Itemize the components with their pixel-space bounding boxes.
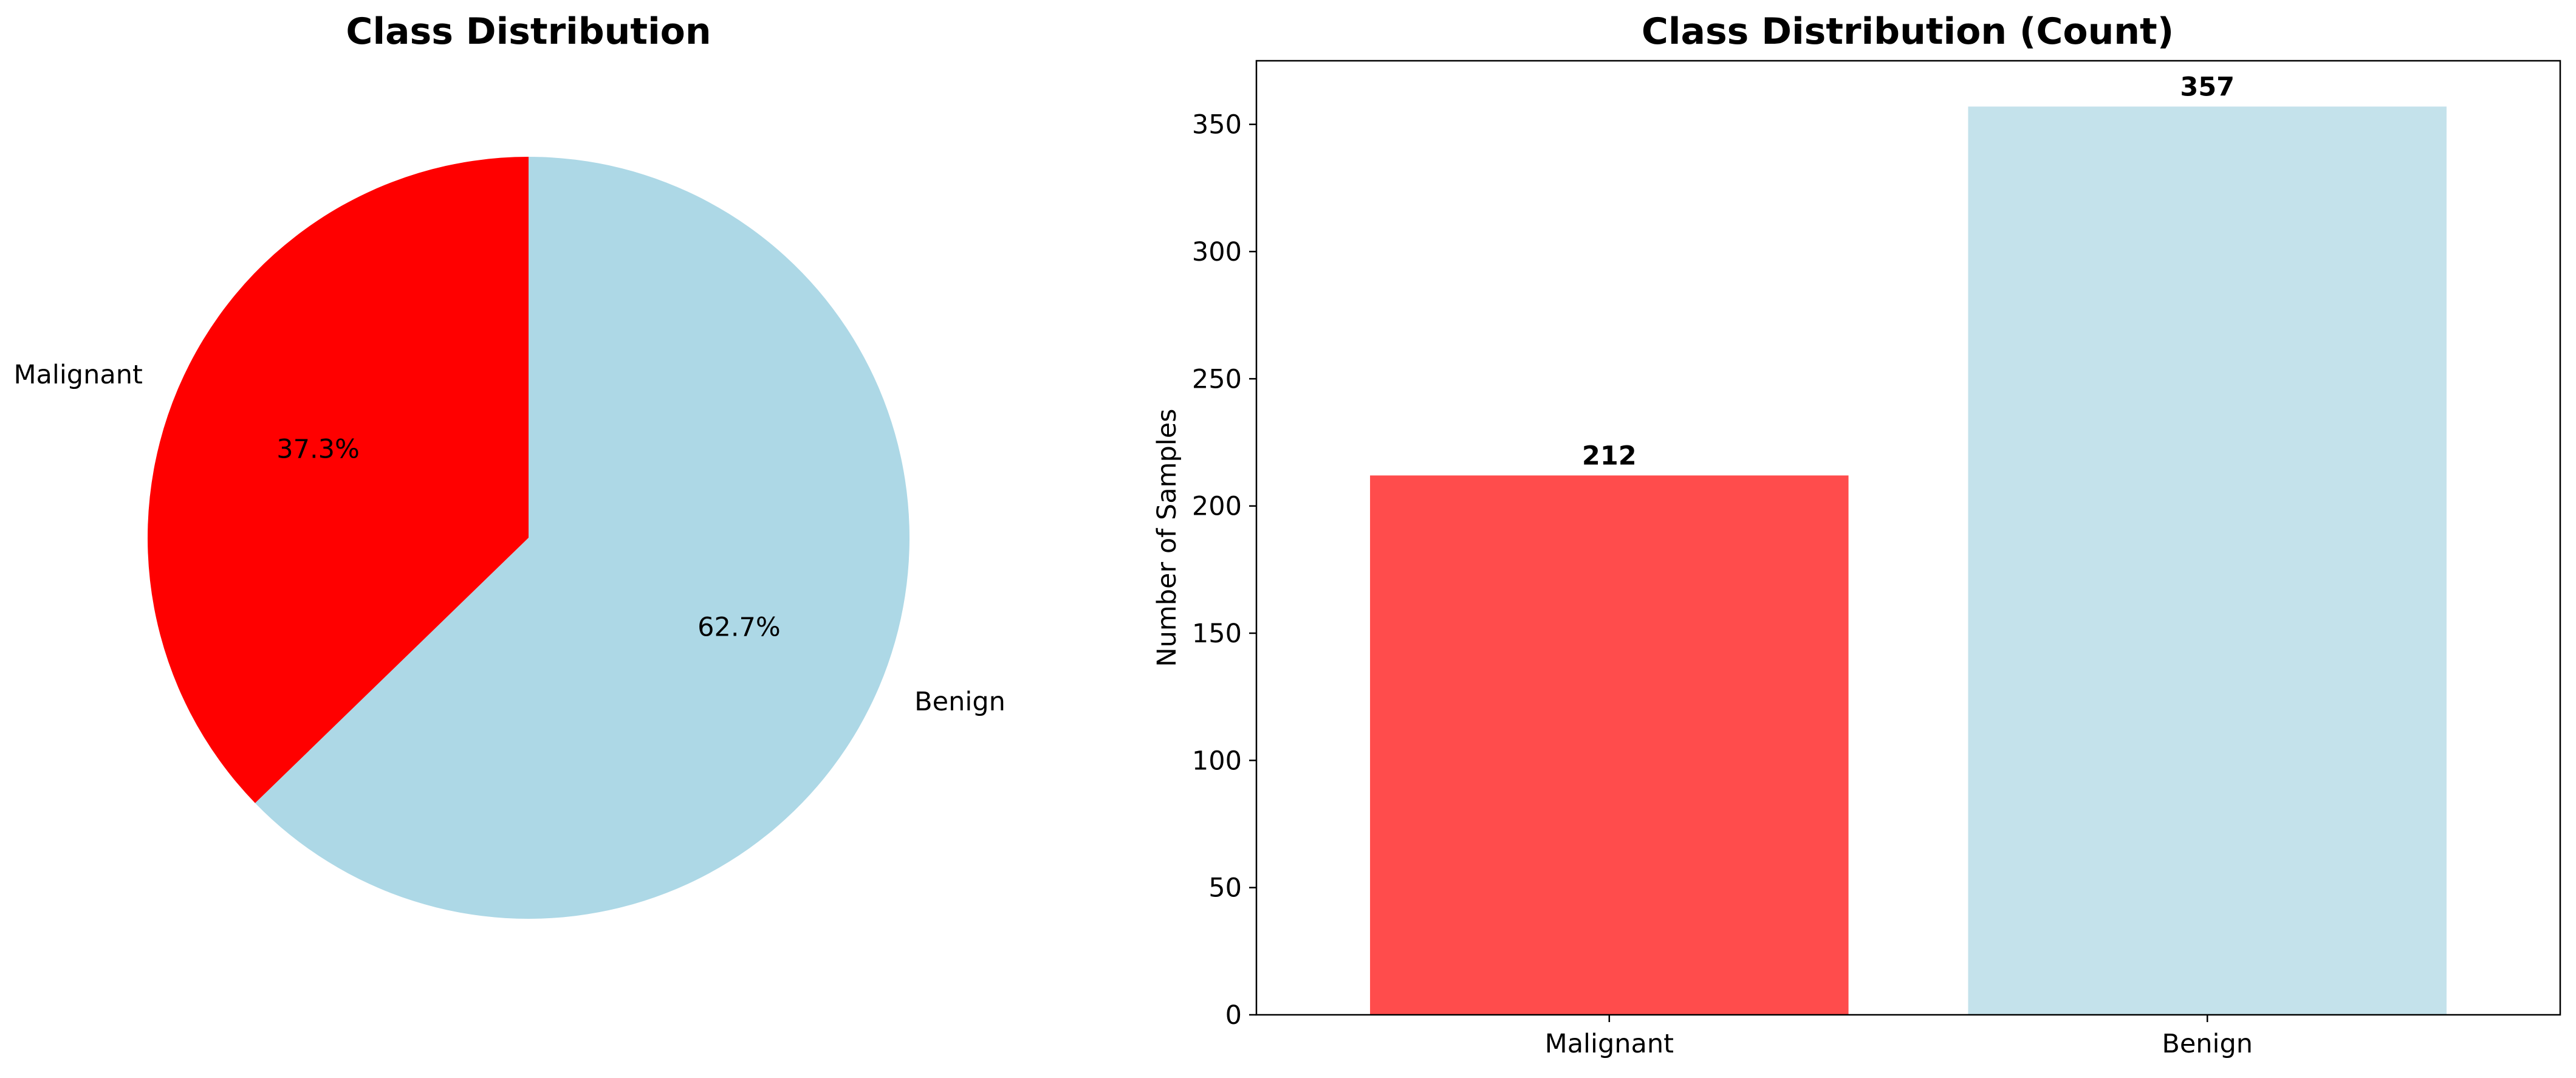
x-tick-label: Benign	[2162, 1029, 2253, 1059]
bar-malignant	[1370, 475, 1849, 1015]
bar-bars	[1370, 106, 2447, 1015]
bar-value-label: 357	[2180, 72, 2235, 102]
pie-chart-title: Class Distribution	[346, 10, 711, 53]
pie-percent-label: 37.3%	[276, 434, 360, 464]
y-tick-label: 300	[1192, 237, 1242, 267]
y-tick-label: 50	[1208, 873, 1242, 904]
x-tick-label: Malignant	[1545, 1029, 1674, 1059]
pie-slice-benign	[255, 157, 909, 919]
y-tick-label: 0	[1225, 1000, 1242, 1031]
pie-labels: Malignant 37.3% Benign 62.7%	[13, 360, 1005, 717]
pie-slice-malignant	[148, 157, 529, 803]
y-axis-label: Number of Samples	[1152, 408, 1182, 667]
plot-frame	[1255, 60, 2561, 1016]
pie-chart: Class Distribution Malignant 37.3% Benign 6…	[13, 10, 1005, 919]
bar-axes	[1255, 60, 2561, 1016]
bar-benign	[1968, 106, 2447, 1015]
bar-chart: Class Distribution (Count) Malignant Beni…	[1152, 10, 2561, 1059]
y-tick-label: 150	[1192, 619, 1242, 649]
y-tick-label: 250	[1192, 364, 1242, 394]
bar-ticks: Malignant Benign 0 50 100 150 200 250 300 350	[1192, 110, 2253, 1059]
pie-category-label: Malignant	[13, 360, 142, 390]
y-tick-label: 200	[1192, 492, 1242, 522]
pie-category-label: Benign	[914, 687, 1005, 717]
bar-value-label: 212	[1582, 441, 1637, 471]
bar-value-labels: 212 357	[1582, 72, 2235, 471]
pie-slices	[148, 157, 909, 919]
pie-percent-label: 62.7%	[697, 613, 781, 643]
y-tick-label: 100	[1192, 746, 1242, 776]
bar-chart-title: Class Distribution (Count)	[1642, 10, 2174, 53]
y-tick-label: 350	[1192, 110, 1242, 140]
